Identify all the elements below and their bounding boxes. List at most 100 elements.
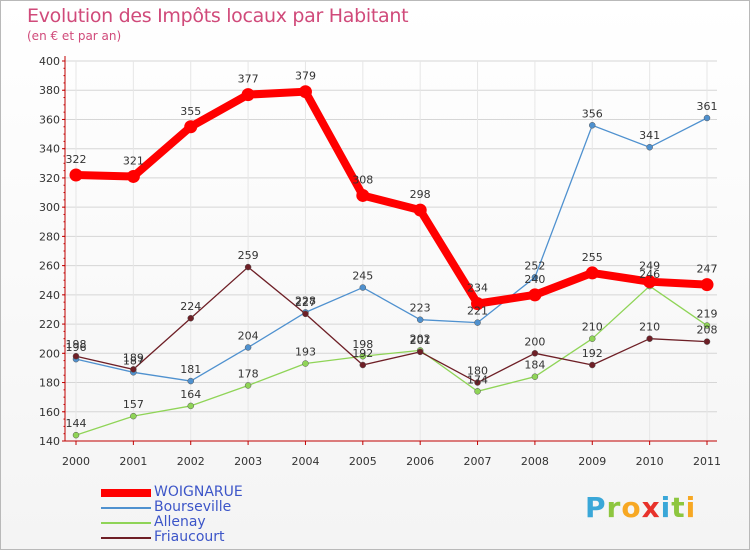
x-tick-label: 2009 [578, 455, 606, 468]
data-point [184, 120, 198, 134]
logo-letter: P [585, 491, 607, 524]
logo-letter: i [660, 491, 672, 524]
data-label: 187 [123, 354, 144, 367]
data-label: 356 [582, 107, 603, 120]
data-label: 204 [238, 329, 259, 342]
x-tick-label: 2005 [349, 455, 377, 468]
data-point [589, 122, 596, 129]
legend-label: Bourseville [154, 499, 232, 515]
data-label: 201 [410, 334, 431, 347]
series-line-bourseville [75, 117, 708, 382]
logo-letter: x [641, 491, 661, 524]
y-tick-label: 280 [39, 230, 60, 243]
data-label: 379 [295, 70, 316, 83]
data-label: 223 [410, 302, 431, 315]
series-line-friaucourt [75, 266, 708, 384]
y-tick-label: 260 [39, 260, 60, 273]
chart-subtitle: (en € et par an) [27, 29, 122, 43]
data-point [244, 344, 252, 351]
data-point [126, 169, 140, 183]
data-point [703, 114, 711, 122]
y-tick-label: 360 [39, 113, 60, 126]
data-label: 377 [238, 73, 259, 86]
logo-letter: o [621, 491, 642, 524]
data-label: 227 [295, 296, 316, 309]
data-point [187, 402, 194, 410]
data-point [416, 348, 424, 356]
y-tick-label: 180 [39, 377, 60, 390]
data-label: 174 [467, 373, 488, 386]
x-tick-label: 2006 [406, 455, 434, 468]
data-label: 202 [410, 332, 431, 345]
legend-swatch [101, 507, 151, 509]
data-label: 246 [639, 268, 660, 281]
data-label: 361 [697, 100, 718, 113]
data-label: 164 [180, 388, 201, 401]
data-point [359, 352, 367, 360]
data-point [356, 188, 370, 202]
series-lines [69, 85, 714, 439]
y-tick-label: 320 [39, 172, 60, 185]
y-tick-label: 140 [39, 435, 60, 448]
data-point [474, 319, 481, 326]
y-tick-label: 200 [39, 347, 60, 360]
data-point [646, 143, 653, 151]
legend-swatch [101, 537, 151, 539]
data-label: 259 [238, 249, 259, 262]
data-label: 210 [639, 321, 660, 334]
data-point [531, 274, 539, 281]
data-point [244, 263, 252, 271]
series-line-woignarue [72, 87, 711, 308]
data-point [531, 373, 539, 380]
legend-swatch [101, 522, 151, 524]
logo-letter: r [606, 491, 622, 524]
data-label: 255 [582, 251, 603, 264]
data-label: 322 [66, 153, 87, 166]
series-line-allenay [75, 285, 708, 436]
data-label: 157 [123, 398, 144, 411]
y-tick-label: 380 [39, 84, 60, 97]
data-label: 196 [66, 341, 87, 354]
data-point [241, 88, 255, 102]
x-tick-label: 2011 [693, 455, 721, 468]
data-label: 249 [639, 260, 660, 273]
data-label: 224 [180, 300, 201, 313]
data-label: 189 [123, 351, 144, 364]
data-label: 198 [352, 338, 373, 351]
y-tick-label: 300 [39, 201, 60, 214]
data-point [646, 335, 653, 342]
legend-swatch [101, 489, 151, 497]
legend-label: Allenay [154, 514, 206, 530]
data-point [531, 350, 539, 357]
y-tick-label: 400 [39, 55, 60, 68]
data-label: 181 [180, 363, 201, 376]
data-label: 198 [66, 338, 87, 351]
y-tick-label: 240 [39, 289, 60, 302]
data-point [187, 314, 194, 322]
x-tick-label: 2007 [464, 455, 492, 468]
x-tick-label: 2000 [62, 455, 90, 468]
x-tick-label: 2010 [636, 455, 664, 468]
data-label: 252 [524, 259, 545, 272]
data-point [703, 338, 711, 345]
x-tick-label: 2002 [177, 455, 205, 468]
data-point [413, 203, 427, 217]
data-point [643, 275, 657, 289]
data-label: 178 [238, 367, 259, 380]
y-tick-label: 160 [39, 406, 60, 419]
data-point [359, 361, 367, 369]
data-point [302, 360, 309, 367]
data-label: 240 [524, 273, 545, 286]
data-point [72, 431, 80, 439]
grid [65, 60, 717, 441]
data-label: 298 [410, 188, 431, 201]
data-label: 219 [697, 308, 718, 321]
data-point [69, 168, 83, 182]
data-label: 180 [467, 365, 488, 378]
data-point [130, 412, 137, 420]
data-label: 200 [524, 335, 545, 348]
logo-letter: i [685, 491, 697, 524]
y-tick-label: 340 [39, 143, 60, 156]
data-label: 193 [295, 346, 316, 359]
